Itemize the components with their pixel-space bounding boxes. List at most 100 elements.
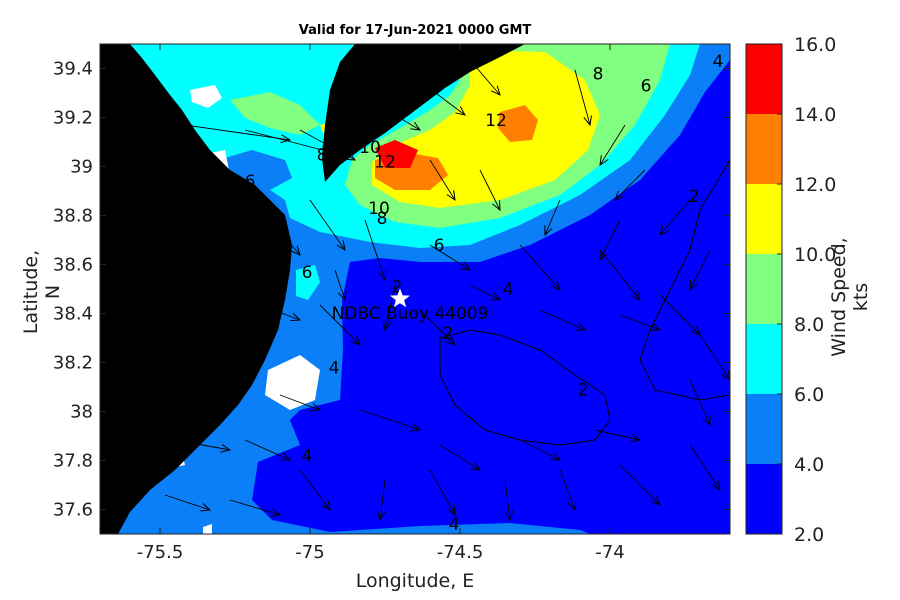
colorbar-frame [745, 43, 783, 535]
colorbar-tick-label: 8.0 [794, 314, 824, 336]
contour-label: 8 [317, 145, 328, 165]
wind-arrow [229, 499, 280, 515]
wind-arrow [219, 259, 265, 275]
wind-arrow [319, 304, 360, 345]
contour-label: 12 [374, 153, 396, 173]
wind-vectors [154, 59, 730, 520]
contour-label: 6 [641, 77, 652, 97]
wind-arrow [244, 439, 290, 460]
wind-arrow [519, 244, 560, 290]
colorbar-tick-label: 4.0 [794, 454, 824, 476]
wind-arrow [359, 409, 420, 430]
y-tick-label: 39 [70, 157, 93, 178]
contour-label: 4 [449, 515, 460, 535]
band-12-14 [498, 105, 538, 142]
contour-label: 10 [359, 138, 381, 158]
wind-arrow [619, 464, 660, 505]
wind-arrow [429, 244, 470, 270]
wind-arrow [615, 169, 646, 200]
wind-arrow [519, 439, 560, 460]
wind-arrow [154, 214, 210, 240]
y-tick-label: 38.2 [53, 353, 93, 374]
wind-arrow [279, 394, 320, 410]
y-tick-label: 37.8 [53, 451, 93, 472]
colorbar-band [746, 114, 782, 184]
wind-arrow [259, 304, 300, 320]
wind-arrow [424, 84, 465, 115]
wind-arrow [479, 169, 500, 210]
station-label: NDBC Buoy 44009 [332, 304, 489, 324]
map-area [100, 44, 730, 534]
colorbar-tick-label: 16.0 [794, 34, 836, 56]
wind-arrow [364, 219, 385, 280]
wind-arrow [689, 444, 720, 490]
x-axis-label: Longitude, E [355, 570, 475, 592]
plot-frame [99, 43, 731, 535]
contour-line-2 [639, 159, 730, 401]
contour-label: 2 [578, 380, 589, 400]
wind-arrow [574, 69, 590, 125]
wind-arrow [699, 334, 730, 380]
wind-arrow [264, 214, 300, 255]
nodata-patch [190, 85, 222, 108]
wind-arrow [545, 199, 561, 235]
colorbar-tick-label: 14.0 [794, 104, 836, 126]
band-6-8-patch [296, 265, 320, 300]
wind-arrow [600, 219, 621, 260]
contour-label: 6 [434, 236, 445, 256]
wind-arrow [659, 294, 700, 335]
y-tick-label: 38.6 [53, 255, 93, 276]
contour-label: 2 [689, 187, 700, 207]
wind-arrow [174, 439, 230, 450]
wind-arrow [600, 124, 626, 165]
wind-arrow [539, 309, 585, 330]
nodata-patch [265, 355, 320, 410]
colorbar: 2.0 4.0 6.0 8.0 10.0 12.0 14.0 16.0 [745, 34, 836, 546]
contour-label: 10 [368, 199, 390, 219]
colorbar-tick-label: 6.0 [794, 384, 824, 406]
x-tick-label: -75.5 [137, 542, 184, 563]
contour-line-2 [439, 329, 611, 446]
nodata-patch [203, 524, 212, 534]
y-tick-label: 39.4 [53, 59, 93, 80]
wind-arrow [429, 469, 455, 515]
wind-arrow [309, 199, 345, 250]
contour-label: 12 [485, 111, 507, 131]
wind-arrow [594, 429, 640, 440]
wind-arrow [689, 379, 710, 425]
contour-label: 8 [377, 209, 388, 229]
wind-arrow [619, 314, 660, 330]
y-axis-ticks: 39.4 39.2 39 38.8 38.6 38.4 38.2 38 37.8 37.6 [53, 59, 730, 521]
contour-label: 8 [593, 64, 604, 84]
colorbar-band [746, 254, 782, 324]
y-tick-label: 38.4 [53, 304, 93, 325]
wind-arrow [559, 469, 575, 510]
wind-arrow [299, 129, 355, 160]
colorbar-band [746, 394, 782, 464]
y-tick-label: 39.2 [53, 108, 93, 129]
station-layer: NDBC Buoy 44009 [332, 288, 489, 324]
band-14-16 [375, 140, 418, 168]
wind-arrow [199, 369, 250, 380]
colorbar-tick-label: 2.0 [794, 524, 824, 546]
colorbar-band [746, 184, 782, 254]
wind-arrow [469, 284, 500, 300]
band-8-10-patch [230, 92, 320, 135]
wind-arrow [429, 159, 455, 200]
wind-arrow [439, 444, 480, 470]
wind-arrow [164, 494, 210, 510]
wind-arrow [369, 99, 420, 130]
wind-arrow [380, 479, 385, 520]
colorbar-band [746, 44, 782, 114]
map-title: Valid for 17-Jun-2021 0000 GMT [298, 23, 532, 38]
x-tick-label: -74 [595, 542, 624, 563]
wind-arrow [505, 479, 510, 520]
colorbar-band [746, 464, 782, 534]
wind-arrow [469, 59, 500, 95]
wind-arrow [334, 269, 345, 300]
colorbar-tick-label: 12.0 [794, 174, 836, 196]
x-tick-label: -74.5 [437, 542, 484, 563]
contour-label: 4 [713, 52, 724, 72]
